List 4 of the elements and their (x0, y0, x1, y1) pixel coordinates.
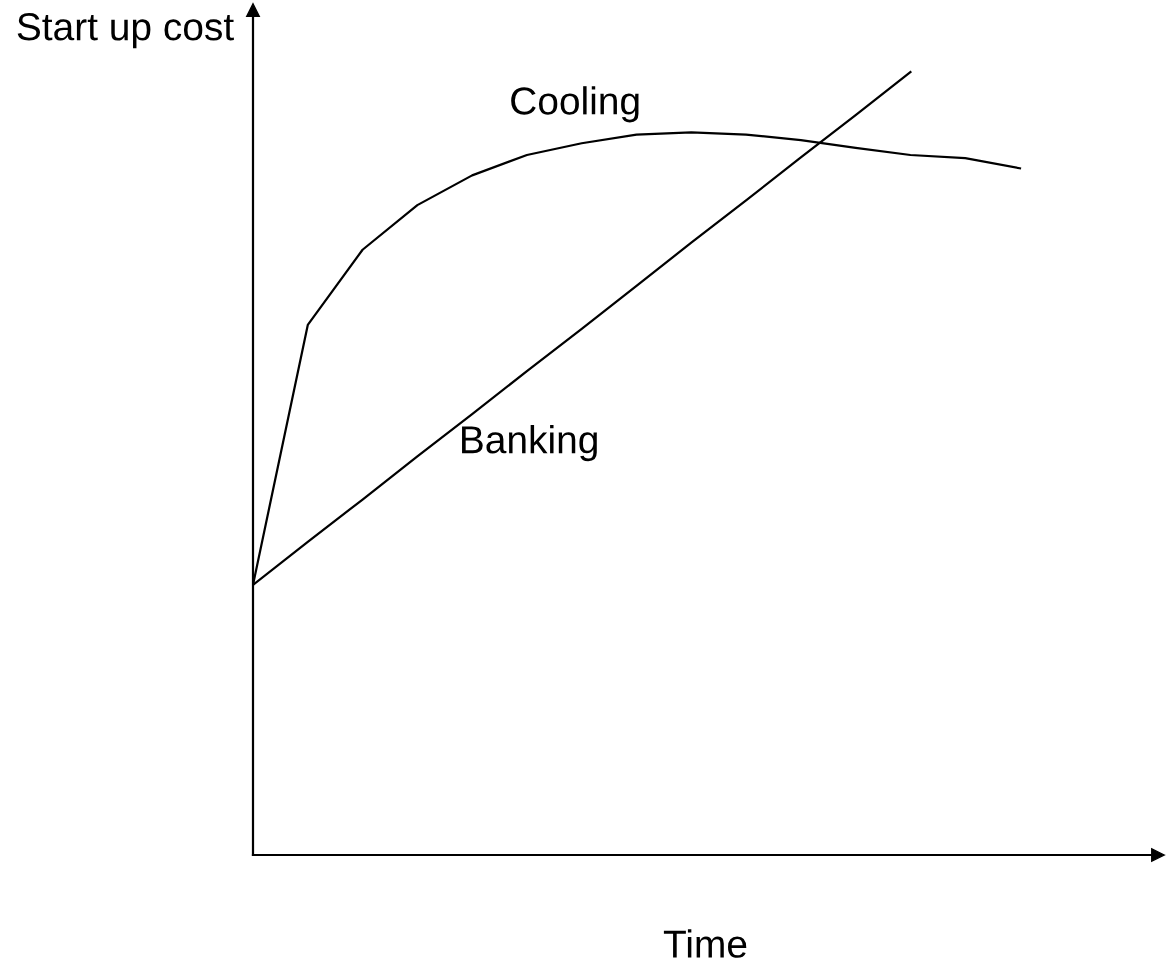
series-label: Banking (462, 424, 597, 462)
series-label: Cooling (511, 86, 639, 123)
y-axis-title: Start up cost (17, 13, 234, 49)
x-axis-title: Time (663, 929, 747, 958)
